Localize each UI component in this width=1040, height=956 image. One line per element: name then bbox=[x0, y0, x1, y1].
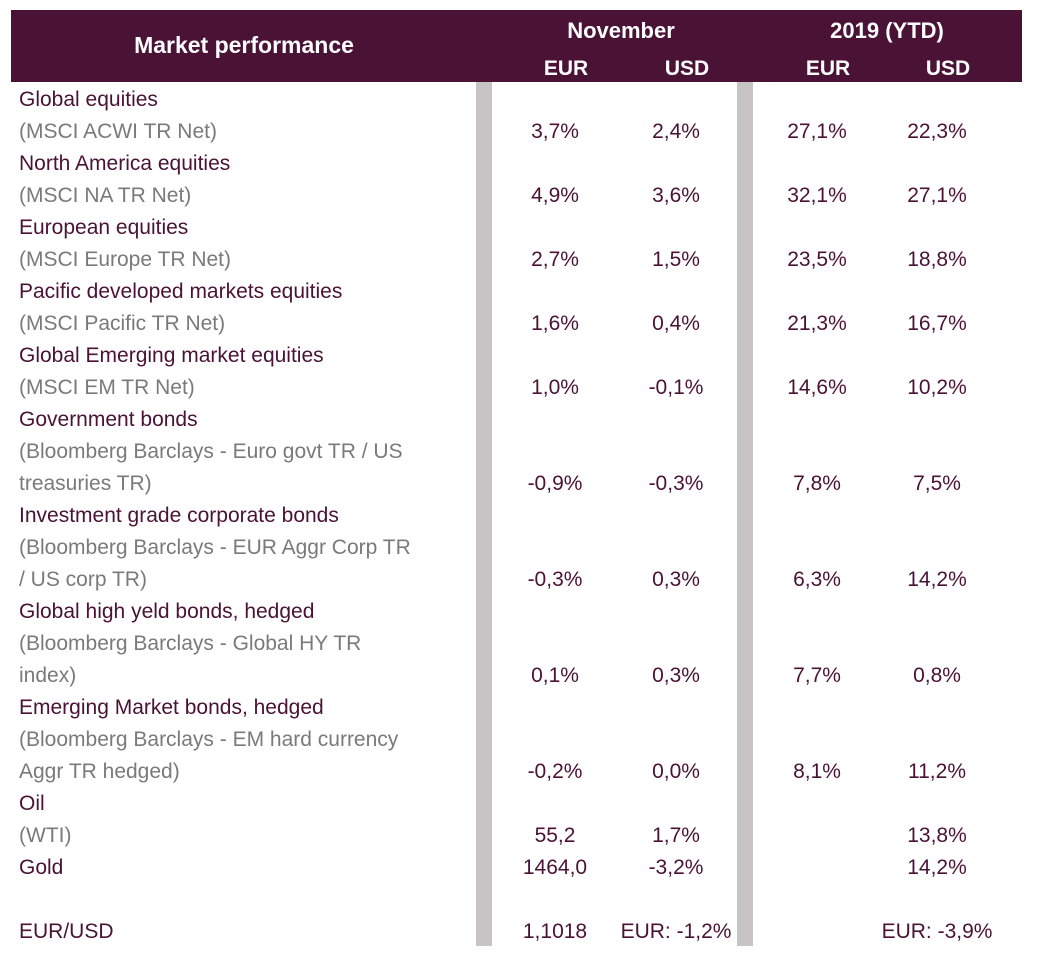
value-nov-usd: EUR: -1,2% bbox=[620, 920, 732, 943]
value-nov-eur: 1464,0 bbox=[522, 856, 588, 879]
row-name-high-yield-bonds: Global high yeld bonds, hedged bbox=[19, 600, 315, 623]
value-ytd-eur: 8,1% bbox=[793, 760, 841, 783]
value-ytd-usd: 11,2% bbox=[908, 760, 966, 783]
value-ytd-eur: 32,1% bbox=[787, 184, 847, 207]
value-ytd: EUR: -3,9% bbox=[881, 920, 993, 943]
value-ytd-eur: 7,7% bbox=[793, 664, 841, 687]
value-nov-eur: -0,2% bbox=[527, 760, 583, 783]
row-name-global-equities: Global equities bbox=[19, 88, 158, 111]
value-nov-eur: -0,3% bbox=[527, 568, 583, 591]
value-nov-usd: 2,4% bbox=[652, 120, 700, 143]
row-index-european-equities: (MSCI Europe TR Net) bbox=[19, 248, 231, 271]
november-group-header: November bbox=[567, 18, 675, 43]
value-ytd-eur: 23,5% bbox=[787, 248, 847, 271]
value-nov-usd: 0,3% bbox=[652, 664, 700, 687]
value-ytd-usd: 13,8% bbox=[907, 824, 967, 847]
row-index-high-yield-bonds: (Bloomberg Barclays - Global HY TR bbox=[19, 632, 362, 655]
ytd-eur-header: EUR bbox=[805, 57, 851, 80]
value-ytd-usd: 0,8% bbox=[913, 664, 961, 687]
value-nov-usd: -3,2% bbox=[648, 856, 704, 879]
value-ytd-usd: 7,5% bbox=[913, 472, 961, 495]
value-ytd-usd: 16,7% bbox=[907, 312, 967, 335]
value-nov-usd: -0,3% bbox=[648, 472, 704, 495]
value-nov-eur: -0,9% bbox=[527, 472, 583, 495]
value-nov-eur: 2,7% bbox=[531, 248, 579, 271]
value-ytd-usd: 10,2% bbox=[907, 376, 967, 399]
value-nov-eur: 55,2 bbox=[534, 824, 576, 847]
value-ytd-eur: 6,3% bbox=[793, 568, 841, 591]
row-name-eur-usd: EUR/USD bbox=[19, 920, 114, 943]
november-usd-header: USD bbox=[664, 57, 710, 80]
column-separator bbox=[476, 82, 492, 946]
row-name-ig-corporate-bonds: Investment grade corporate bonds bbox=[19, 504, 339, 527]
row-index-ig-corporate-bonds: (Bloomberg Barclays - EUR Aggr Corp TR bbox=[19, 536, 411, 559]
row-index-pacific-equities: (MSCI Pacific TR Net) bbox=[19, 312, 226, 335]
value-ytd-eur: 7,8% bbox=[793, 472, 841, 495]
value-nov-eur: 1,6% bbox=[531, 312, 579, 335]
value-ytd-usd: 14,2% bbox=[907, 568, 967, 591]
value-ytd-eur: 14,6% bbox=[787, 376, 847, 399]
row-name-north-america-equities: North America equities bbox=[19, 152, 231, 175]
row-index-government-bonds-cont: treasuries TR) bbox=[19, 472, 152, 495]
row-index-oil: (WTI) bbox=[19, 824, 72, 847]
table-header: Market performance November 2019 (YTD) E… bbox=[11, 10, 1022, 82]
column-separator bbox=[737, 82, 753, 946]
value-nov-usd: 3,6% bbox=[652, 184, 700, 207]
value-ytd-eur: 21,3% bbox=[787, 312, 847, 335]
row-name-oil: Oil bbox=[19, 792, 45, 815]
value-nov-usd: 1,7% bbox=[652, 824, 700, 847]
value-nov-eur: 3,7% bbox=[531, 120, 579, 143]
row-index-ig-corporate-bonds-cont: / US corp TR) bbox=[19, 568, 147, 591]
value-ytd-usd: 14,2% bbox=[907, 856, 967, 879]
row-index-em-bonds: (Bloomberg Barclays - EM hard currency bbox=[19, 728, 399, 751]
row-index-em-equities: (MSCI EM TR Net) bbox=[19, 376, 195, 399]
value-nov-eur: 4,9% bbox=[531, 184, 579, 207]
value-nov-eur: 1,1018 bbox=[522, 920, 588, 943]
row-index-government-bonds: (Bloomberg Barclays - Euro govt TR / US bbox=[19, 440, 403, 463]
value-ytd-usd: 18,8% bbox=[907, 248, 967, 271]
row-index-north-america-equities: (MSCI NA TR Net) bbox=[19, 184, 192, 207]
value-nov-usd: -0,1% bbox=[648, 376, 704, 399]
value-ytd-eur: 27,1% bbox=[787, 120, 847, 143]
ytd-usd-header: USD bbox=[925, 57, 971, 80]
value-nov-eur: 0,1% bbox=[531, 664, 579, 687]
value-ytd-usd: 27,1% bbox=[907, 184, 967, 207]
value-ytd-usd: 22,3% bbox=[907, 120, 967, 143]
ytd-group-header: 2019 (YTD) bbox=[830, 18, 944, 43]
value-nov-usd: 1,5% bbox=[652, 248, 700, 271]
row-index-global-equities: (MSCI ACWI TR Net) bbox=[19, 120, 217, 143]
row-name-european-equities: European equities bbox=[19, 216, 189, 239]
value-nov-usd: 0,4% bbox=[652, 312, 700, 335]
row-name-gold: Gold bbox=[19, 856, 64, 879]
row-index-high-yield-bonds-cont: index) bbox=[19, 664, 77, 687]
row-index-em-bonds-cont: Aggr TR hedged) bbox=[19, 760, 180, 783]
table-title: Market performance bbox=[134, 32, 354, 58]
value-nov-usd: 0,3% bbox=[652, 568, 700, 591]
row-name-government-bonds: Government bonds bbox=[19, 408, 198, 431]
value-nov-eur: 1,0% bbox=[531, 376, 579, 399]
november-eur-header: EUR bbox=[543, 57, 589, 80]
row-name-pacific-equities: Pacific developed markets equities bbox=[19, 280, 343, 303]
row-name-em-equities: Global Emerging market equities bbox=[19, 344, 324, 367]
value-nov-usd: 0,0% bbox=[652, 760, 700, 783]
row-name-em-bonds: Emerging Market bonds, hedged bbox=[19, 696, 324, 719]
